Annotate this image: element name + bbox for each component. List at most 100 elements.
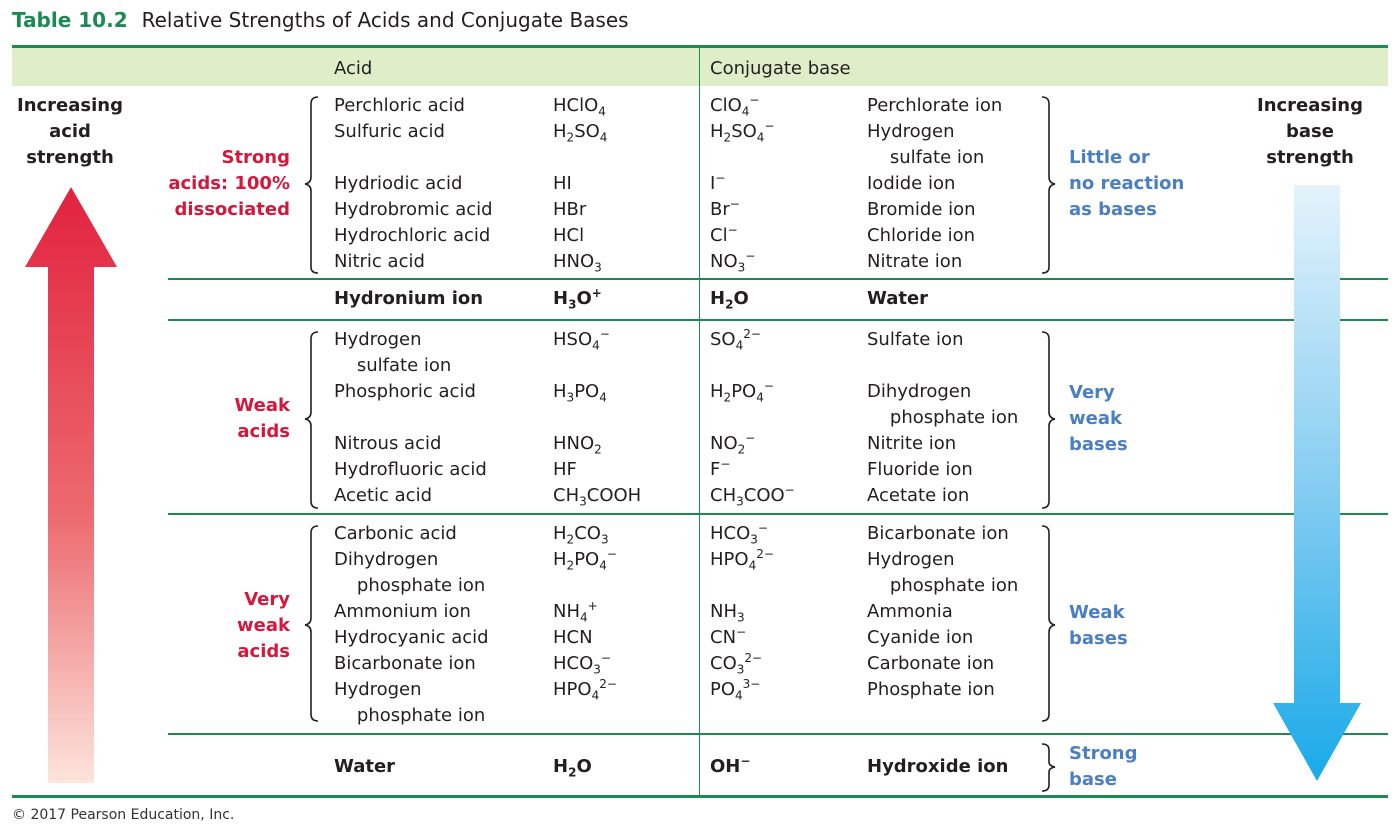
base-formula: H2O	[710, 288, 749, 312]
right-brace-strong-base	[1041, 743, 1056, 792]
row-rule	[168, 513, 1388, 515]
table-title: Table 10.2 Relative Strengths of Acids an…	[12, 8, 629, 32]
base-formula: F−	[710, 457, 731, 480]
acid-name: Hydrofluoric acid	[334, 459, 487, 480]
base-formula: Cl−	[710, 223, 738, 246]
acid-formula: H2CO3	[553, 523, 609, 547]
top-rule	[12, 45, 1388, 48]
base-formula: Br−	[710, 197, 740, 220]
base-name: Nitrate ion	[867, 251, 963, 272]
base-formula: ClO4−	[710, 93, 760, 119]
acid-formula: NH4+	[553, 599, 598, 625]
acid-formula: H2O	[553, 756, 592, 780]
base-formula: CN−	[710, 625, 747, 648]
base-name: Hydroxide ion	[867, 756, 1009, 777]
header-band	[12, 48, 1388, 86]
acid-formula: H2PO4−	[553, 547, 617, 573]
base-formula: SO42−	[710, 327, 761, 353]
base-name: Chloride ion	[867, 225, 976, 246]
acid-formula: HI	[553, 173, 572, 194]
base-formula: H2PO4−	[710, 379, 774, 405]
acid-formula: CH3COOH	[553, 485, 642, 509]
base-name: Sulfate ion	[867, 329, 964, 350]
acid-name: Hydrobromic acid	[334, 199, 493, 220]
acid-name: Ammonium ion	[334, 601, 471, 622]
base-formula: CO32−	[710, 651, 763, 677]
base-name: Ammonia	[867, 601, 953, 622]
base-column-header: Conjugate base	[710, 58, 851, 79]
acid-name: Nitric acid	[334, 251, 425, 272]
acid-formula: H3O+	[553, 286, 602, 312]
acid-formula: HCN	[553, 627, 593, 648]
base-name: Hydrogen phosphate ion	[867, 549, 1019, 596]
acid-name: Water	[334, 756, 396, 777]
left-brace-strong-acids	[304, 96, 319, 274]
base-formula: NO2−	[710, 431, 756, 457]
group-label-strong-base: Strong base	[1069, 743, 1138, 790]
table-number: Table 10.2	[12, 8, 128, 32]
acid-name: Perchloric acid	[334, 95, 465, 116]
base-formula: H2SO4−	[710, 119, 775, 145]
base-name: Carbonate ion	[867, 653, 995, 674]
acid-formula: HBr	[553, 199, 587, 220]
acid-formula: HF	[553, 459, 577, 480]
left-brace-weak-acids	[304, 331, 319, 509]
base-name: Fluoride ion	[867, 459, 973, 480]
left-brace-very-weak-acids	[304, 525, 319, 722]
group-label-very-weak-acids: Very weak acids	[237, 589, 290, 662]
acid-name: Hydrogen sulfate ion	[334, 329, 452, 376]
base-formula: PO43−	[710, 677, 761, 703]
acid-formula: HCO3−	[553, 651, 611, 677]
column-divider	[699, 48, 700, 796]
base-name: Nitrite ion	[867, 433, 957, 454]
base-name: Acetate ion	[867, 485, 970, 506]
base-name: Water	[867, 288, 929, 309]
acid-name: Dihydrogen phosphate ion	[334, 549, 486, 596]
base-formula: CH3COO−	[710, 483, 795, 509]
right-brace-very-weak-bases	[1041, 331, 1056, 509]
acid-formula: HSO4−	[553, 327, 610, 353]
base-name: Hydrogen sulfate ion	[867, 121, 985, 168]
base-strength-down-arrow-icon	[1273, 185, 1361, 781]
acid-name: Hydrochloric acid	[334, 225, 491, 246]
acid-formula: H2SO4	[553, 121, 608, 145]
group-label-very-weak-bases: Very weak bases	[1069, 382, 1128, 455]
group-label-weak-bases: Weak bases	[1069, 602, 1128, 649]
acid-name: Hydrogen phosphate ion	[334, 679, 486, 726]
base-name: Dihydrogen phosphate ion	[867, 381, 1019, 428]
base-formula: NH3	[710, 601, 745, 625]
base-name: Phosphate ion	[867, 679, 995, 700]
acid-name: Phosphoric acid	[334, 381, 476, 402]
acid-formula: HCl	[553, 225, 585, 246]
base-formula: NO3−	[710, 249, 756, 275]
acid-name: Nitrous acid	[334, 433, 442, 454]
base-formula: I−	[710, 171, 726, 194]
right-brace-weak-bases	[1041, 525, 1056, 722]
acid-name: Acetic acid	[334, 485, 432, 506]
bottom-rule	[12, 795, 1388, 798]
acid-name: Hydronium ion	[334, 288, 484, 309]
acid-name: Hydrocyanic acid	[334, 627, 489, 648]
acid-name: Hydriodic acid	[334, 173, 463, 194]
acid-formula: HPO42−	[553, 677, 617, 703]
row-rule	[168, 319, 1388, 321]
row-rule	[168, 278, 1388, 280]
group-label-little-reaction: Little or no reaction as bases	[1069, 147, 1185, 220]
acid-name: Sulfuric acid	[334, 121, 445, 142]
acid-name: Bicarbonate ion	[334, 653, 476, 674]
acid-formula: H3PO4	[553, 381, 607, 405]
group-label-strong-acids: Strong acids: 100% dissociated	[168, 147, 290, 220]
base-formula: OH−	[710, 754, 751, 777]
base-name: Bromide ion	[867, 199, 976, 220]
acid-name: Carbonic acid	[334, 523, 457, 544]
right-brace-little-reaction	[1041, 96, 1056, 274]
base-name: Bicarbonate ion	[867, 523, 1009, 544]
group-label-weak-acids: Weak acids	[234, 395, 290, 442]
row-rule	[168, 733, 1388, 735]
base-name: Iodide ion	[867, 173, 956, 194]
base-formula: HCO3−	[710, 521, 768, 547]
base-name: Perchlorate ion	[867, 95, 1003, 116]
base-name: Cyanide ion	[867, 627, 974, 648]
acid-formula: HClO4	[553, 95, 606, 119]
table-caption: Relative Strengths of Acids and Conjugat…	[141, 8, 629, 32]
